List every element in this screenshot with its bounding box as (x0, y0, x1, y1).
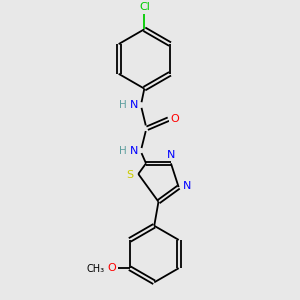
Text: N: N (167, 151, 176, 160)
Text: Cl: Cl (139, 2, 150, 12)
Text: N: N (183, 181, 191, 191)
Text: N: N (130, 146, 139, 156)
Text: O: O (107, 263, 116, 273)
Text: S: S (126, 170, 134, 180)
Text: H: H (119, 146, 127, 156)
Text: O: O (170, 114, 179, 124)
Text: H: H (119, 100, 127, 110)
Text: N: N (130, 100, 139, 110)
Text: CH₃: CH₃ (87, 264, 105, 274)
